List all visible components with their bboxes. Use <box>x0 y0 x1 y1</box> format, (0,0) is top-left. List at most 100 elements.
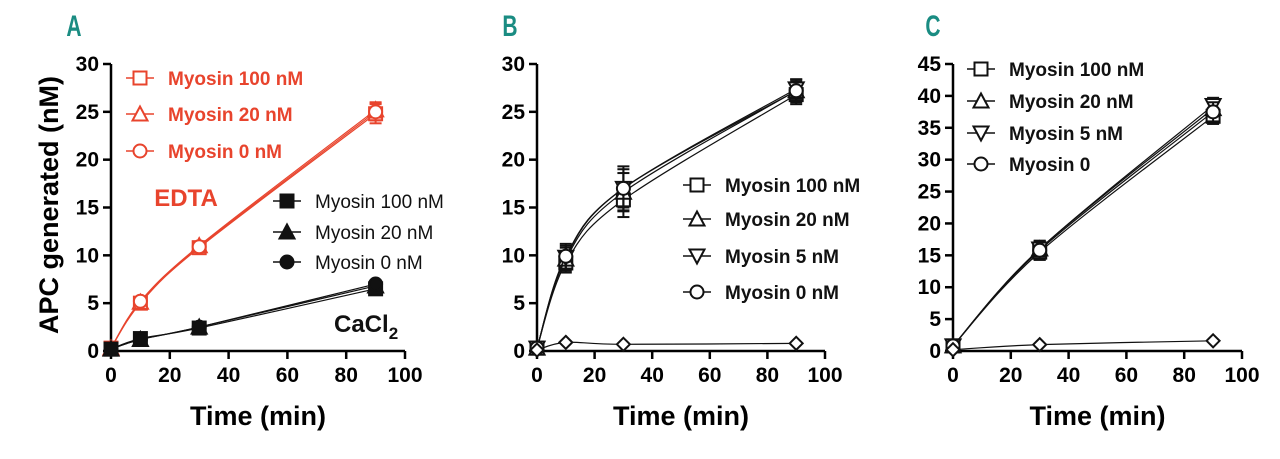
x-tick-label: 0 <box>531 364 543 387</box>
x-tick-label: 0 <box>105 364 117 387</box>
data-point <box>132 332 148 348</box>
data-point <box>103 341 119 357</box>
series-curve <box>536 341 797 351</box>
legend-label: Myosin 5 nM <box>1009 124 1123 145</box>
data-point <box>191 319 207 335</box>
x-tick-label: 0 <box>947 364 959 387</box>
data-point <box>1031 336 1048 353</box>
legend-label: Myosin 0 <box>1009 155 1090 176</box>
x-tick-label: 100 <box>807 364 842 387</box>
legend-label: Myosin 100 nM <box>168 69 303 90</box>
legend-label: Myosin 20 nM <box>315 223 433 244</box>
panel-a: A 0 20 40 60 80 100 0 5 10 15 20 25 30 Time (min) EDTA C… <box>66 11 443 431</box>
x-tick-label: 40 <box>217 364 240 387</box>
data-point <box>615 336 632 353</box>
y-tick-label: 0 <box>929 340 941 363</box>
legend-label: Myosin 20 nM <box>168 105 293 126</box>
y-tick-label: 20 <box>76 149 99 172</box>
legend-label: Myosin 100 nM <box>725 176 860 197</box>
series-curve <box>110 288 376 350</box>
x-tick-label: 80 <box>756 364 779 387</box>
x-axis-label: Time (min) <box>190 401 326 431</box>
legend-marker <box>687 248 707 266</box>
data-point <box>529 342 545 358</box>
legend-item-myosin-100-nm-edta: Myosin 100 nM <box>126 69 303 90</box>
legend-item-myosin-20-nm-cacl2: Myosin 20 nM <box>273 222 433 244</box>
panel-b: B 0 20 40 60 80 100 0 5 10 15 20 25 30 Time (min) Myosi… <box>502 11 861 431</box>
x-tick-label: 60 <box>1115 364 1138 387</box>
y-tick-label: 0 <box>87 340 99 363</box>
legend-item-myosin-0-nm-cacl2: Myosin 0 nM <box>273 253 423 274</box>
panel-letter: A <box>66 11 81 43</box>
data-point <box>1032 242 1048 258</box>
data-point <box>368 276 384 292</box>
x-tick-label: 60 <box>698 364 721 387</box>
legend-label: Myosin 5 nM <box>725 247 839 268</box>
y-tick-label: 15 <box>918 244 942 267</box>
series-curve <box>952 340 1214 351</box>
y-tick-label: 15 <box>76 197 100 220</box>
data-point <box>945 341 961 358</box>
data-point <box>1205 104 1221 120</box>
series-curve <box>952 115 1214 347</box>
legend-item-myosin-0-nm: Myosin 0 nM <box>683 283 839 304</box>
legend-marker <box>973 61 989 77</box>
legend-marker <box>689 284 705 300</box>
legend-label: Myosin 0 nM <box>725 283 839 304</box>
x-axis-label: Time (min) <box>1029 401 1165 431</box>
y-tick-label: 30 <box>918 149 941 172</box>
x-tick-label: 80 <box>1173 364 1196 387</box>
series-curve <box>536 90 797 349</box>
y-tick-label: 10 <box>76 244 99 267</box>
legend-marker <box>971 91 991 109</box>
annotation-cacl2: CaCl2 <box>334 311 398 343</box>
data-point <box>558 248 574 264</box>
y-tick-label: 45 <box>918 53 942 76</box>
y-tick-label: 20 <box>918 212 941 235</box>
y-tick-label: 30 <box>76 53 99 76</box>
y-tick-label: 25 <box>918 181 942 204</box>
legend-item-myosin-5-nm: Myosin 5 nM <box>683 247 839 268</box>
y-tick-label: 20 <box>502 149 525 172</box>
x-tick-label: 40 <box>1057 364 1080 387</box>
legend-marker <box>971 125 991 143</box>
legend-item-myosin-100-nm: Myosin 100 nM <box>683 176 860 197</box>
panel-letter: B <box>502 11 517 43</box>
data-point <box>191 239 207 255</box>
data-point <box>132 293 148 309</box>
y-tick-label: 15 <box>502 197 526 220</box>
legend-label: Myosin 20 nM <box>725 210 850 231</box>
legend-marker <box>132 70 148 86</box>
legend-marker <box>687 209 707 227</box>
legend-item-myosin-0-nm-edta: Myosin 0 nM <box>126 142 282 163</box>
legend-item-myosin-5-nm: Myosin 5 nM <box>967 124 1123 145</box>
y-tick-label: 35 <box>918 117 942 140</box>
series-curve <box>110 283 376 350</box>
y-tick-label: 10 <box>502 244 525 267</box>
y-tick-label: 25 <box>502 101 526 124</box>
y-tick-label: 0 <box>513 340 525 363</box>
data-point <box>557 334 574 351</box>
series-curve <box>110 111 376 349</box>
series-myosin-0-nm-cacl2 <box>103 276 384 357</box>
x-tick-label: 100 <box>387 364 422 387</box>
series-myosin-100-nm <box>945 107 1221 354</box>
legend-item-myosin-20-nm-edta: Myosin 20 nM <box>126 104 293 126</box>
legend-label: Myosin 0 nM <box>168 142 282 163</box>
data-point <box>615 180 631 196</box>
legend-marker <box>973 156 989 172</box>
legend-item-myosin-100-nm: Myosin 100 nM <box>967 60 1144 81</box>
panel-letter: C <box>925 11 940 43</box>
series-curve <box>952 111 1214 347</box>
x-tick-label: 40 <box>641 364 664 387</box>
legend-label: Myosin 100 nM <box>1009 60 1144 81</box>
y-tick-label: 5 <box>929 308 941 331</box>
y-tick-label: 10 <box>918 276 941 299</box>
x-tick-label: 80 <box>335 364 358 387</box>
annotation-edta: EDTA <box>154 185 218 212</box>
y-axis-label: APC generated (nM) <box>34 76 64 334</box>
y-tick-label: 30 <box>502 53 525 76</box>
legend-item-myosin-0: Myosin 0 <box>967 155 1090 176</box>
legend-label: Myosin 20 nM <box>1009 92 1134 113</box>
